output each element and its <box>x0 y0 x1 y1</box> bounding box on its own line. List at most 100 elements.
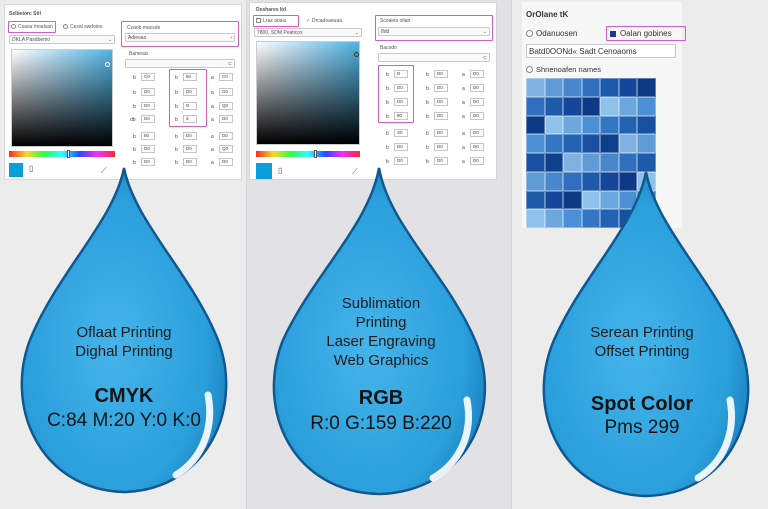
alt-check-icon[interactable]: ✓ <box>306 18 311 24</box>
value-input[interactable]: D0 <box>434 129 448 137</box>
hex-field[interactable]: ⊂ <box>378 53 490 62</box>
hue-slider[interactable] <box>256 150 360 158</box>
value-input[interactable]: D0 <box>141 115 155 123</box>
saturation-brightness-field[interactable] <box>256 41 360 145</box>
pms-swatch-cell[interactable] <box>581 153 601 172</box>
color-picker-handle[interactable] <box>105 62 110 67</box>
document-icon[interactable]: ▯ <box>29 164 34 173</box>
pms-swatch-cell[interactable] <box>563 115 582 135</box>
pms-swatch-cell[interactable] <box>618 78 638 97</box>
pms-swatch-cell[interactable] <box>581 78 601 97</box>
pms-swatch-cell[interactable] <box>563 153 582 172</box>
eyedropper-icon[interactable]: ⟋ <box>352 167 358 176</box>
pms-swatch-cell[interactable] <box>600 78 619 97</box>
value-input[interactable]: D0 <box>434 84 448 92</box>
saturation-brightness-field[interactable] <box>11 49 113 147</box>
value-input[interactable]: G0 <box>219 88 233 96</box>
value-input[interactable]: D0 <box>470 84 484 92</box>
value-input[interactable]: Q0 <box>219 145 233 153</box>
eyedropper-icon[interactable]: ⟋ <box>101 166 107 175</box>
pms-swatch-cell[interactable] <box>526 209 545 228</box>
value-input[interactable]: D0 <box>470 157 484 165</box>
hue-slider-thumb[interactable] <box>67 150 70 158</box>
pms-swatch-cell[interactable] <box>526 96 545 116</box>
value-input[interactable]: D0 <box>434 157 448 165</box>
pms-swatch-grid[interactable] <box>526 78 656 228</box>
pms-swatch-cell[interactable] <box>563 96 582 116</box>
pms-swatch-cell[interactable] <box>563 134 582 153</box>
value-input[interactable]: D0 <box>434 112 448 120</box>
library-radio-selected[interactable] <box>610 31 616 37</box>
pms-swatch-cell[interactable] <box>637 153 656 172</box>
pms-swatch-cell[interactable] <box>526 134 545 153</box>
pms-swatch-cell[interactable] <box>618 134 638 153</box>
pms-swatch-cell[interactable] <box>581 171 601 191</box>
pms-swatch-cell[interactable] <box>544 78 564 97</box>
value-input[interactable]: D0 <box>219 158 233 166</box>
value-input[interactable]: D0 <box>183 145 197 153</box>
mode-radio[interactable] <box>11 24 16 29</box>
library-option-label[interactable]: Oalan gobines <box>620 29 672 38</box>
value-input[interactable]: C0 <box>219 73 233 81</box>
pms-swatch-cell[interactable] <box>563 209 582 228</box>
document-icon[interactable]: ▯ <box>278 166 283 175</box>
value-input[interactable]: D0 <box>183 158 197 166</box>
blue-input[interactable]: D0 <box>394 98 408 106</box>
value-input[interactable]: S0 <box>394 129 408 137</box>
pms-swatch-cell[interactable] <box>526 115 545 135</box>
alt-mode-radio[interactable] <box>63 24 68 29</box>
pms-swatch-cell[interactable] <box>526 78 545 97</box>
pms-swatch-cell[interactable] <box>544 134 564 153</box>
pms-swatch-cell[interactable] <box>526 190 545 210</box>
hue-slider-thumb[interactable] <box>314 150 317 158</box>
alt-mode-option-label[interactable]: Cexal swdoieo <box>70 24 103 30</box>
pms-swatch-cell[interactable] <box>637 115 656 135</box>
pms-swatch-cell[interactable] <box>600 115 619 135</box>
value-input[interactable]: D0 <box>434 98 448 106</box>
mode-option-label[interactable]: Lrax aoaiu <box>263 18 287 24</box>
pms-swatch-cell[interactable] <box>618 153 638 172</box>
color-model-dropdown[interactable]: Adieoao › <box>125 33 235 42</box>
pms-swatch-cell[interactable] <box>544 190 564 210</box>
pms-swatch-cell[interactable] <box>618 96 638 116</box>
value-input[interactable]: D0 <box>394 157 408 165</box>
show-names-radio[interactable] <box>526 66 533 73</box>
hex-field[interactable]: ⊂ <box>125 59 235 68</box>
red-input[interactable]: D <box>394 70 408 78</box>
pms-swatch-cell[interactable] <box>526 153 545 172</box>
pms-swatch-cell[interactable] <box>526 171 545 191</box>
pms-swatch-cell[interactable] <box>637 96 656 116</box>
pms-swatch-cell[interactable] <box>600 96 619 116</box>
color-book-dropdown[interactable]: 7800, SDM Peaticos ⌄ <box>254 28 362 37</box>
black-input[interactable]: d <box>183 115 197 123</box>
pms-swatch-cell[interactable] <box>581 209 601 228</box>
hue-slider[interactable] <box>9 150 115 158</box>
value-input[interactable]: D0 <box>141 145 155 153</box>
value-input[interactable]: 80 <box>394 112 408 120</box>
color-book-dropdown[interactable]: DKLA Pasdbemo ⌄ <box>9 35 115 44</box>
pms-swatch-cell[interactable] <box>618 115 638 135</box>
magenta-input[interactable]: D0 <box>183 88 197 96</box>
mode-option-label[interactable]: Cxaou moaisan <box>18 24 53 30</box>
pms-swatch-cell[interactable] <box>544 96 564 116</box>
pms-swatch-cell[interactable] <box>581 96 601 116</box>
pms-swatch-cell[interactable] <box>563 190 582 210</box>
pms-swatch-cell[interactable] <box>600 171 619 191</box>
cyan-input[interactable]: 80 <box>183 73 197 81</box>
value-input[interactable]: D0 <box>470 70 484 78</box>
pms-swatch-cell[interactable] <box>600 209 619 228</box>
value-input[interactable]: D0 <box>394 143 408 151</box>
value-input[interactable]: D0 <box>141 88 155 96</box>
library-dropdown[interactable]: Batd0OONd« Sadt Cenoaoms <box>526 44 676 58</box>
pms-swatch-cell[interactable] <box>581 134 601 153</box>
value-input[interactable]: D0 <box>470 129 484 137</box>
yellow-input[interactable]: D <box>183 102 197 110</box>
color-model-dropdown[interactable]: 8dd ⌄ <box>378 27 490 36</box>
pms-swatch-cell[interactable] <box>563 171 582 191</box>
pms-swatch-cell[interactable] <box>600 134 619 153</box>
value-input[interactable]: D0 <box>470 112 484 120</box>
pms-swatch-cell[interactable] <box>637 78 656 97</box>
pms-swatch-cell[interactable] <box>581 190 601 210</box>
colorbook-radio[interactable] <box>526 30 533 37</box>
show-names-label[interactable]: Shnenoafen names <box>536 65 602 74</box>
